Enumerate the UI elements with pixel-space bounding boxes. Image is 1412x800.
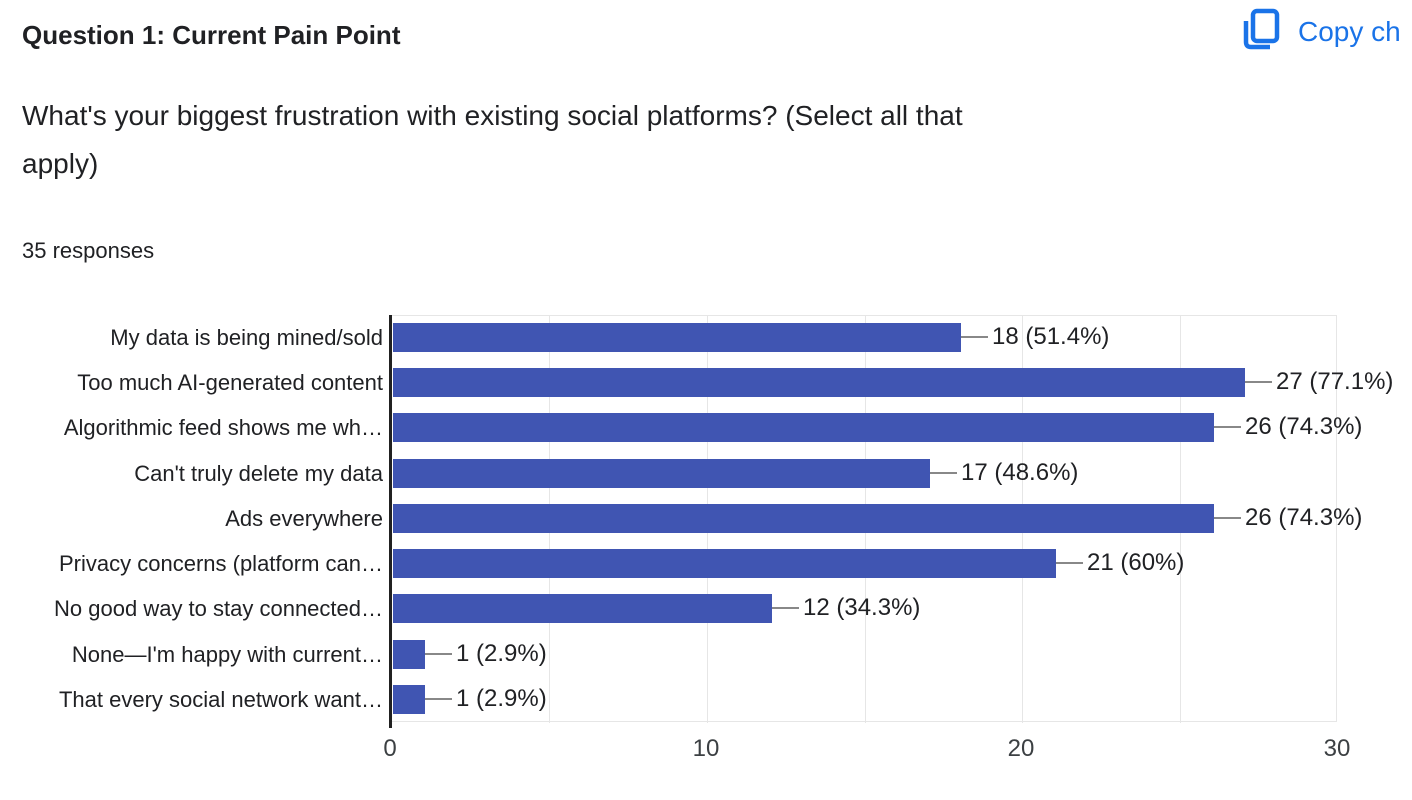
category-label: Can't truly delete my data — [134, 461, 383, 486]
copy-chart-button[interactable]: Copy ch — [1240, 8, 1401, 55]
value-label: 1 (2.9%) — [456, 685, 547, 712]
value-connector-line — [1245, 381, 1272, 383]
category-label: Ads everywhere — [225, 506, 383, 531]
value-connector-line — [425, 653, 452, 655]
bar — [393, 504, 1214, 533]
copy-chart-label: Copy ch — [1298, 15, 1401, 47]
bar — [393, 368, 1245, 397]
responses-count: 35 responses — [22, 238, 155, 263]
bar — [393, 685, 425, 714]
value-label: 18 (51.4%) — [992, 323, 1110, 350]
value-connector-line — [1214, 517, 1241, 519]
bar — [393, 459, 930, 488]
category-label: No good way to stay connected… — [54, 596, 383, 621]
bar — [393, 323, 961, 352]
value-connector-line — [772, 607, 799, 609]
bar — [393, 549, 1056, 578]
x-axis-tick-label: 30 — [1323, 735, 1351, 762]
value-label: 21 (60%) — [1087, 549, 1185, 576]
x-axis-tick-label: 20 — [1007, 735, 1035, 762]
responses-bar-chart: My data is being mined/sold 18 (51.4%) Too… — [0, 315, 1412, 785]
category-label: That every social network want… — [58, 687, 383, 712]
value-label: 26 (74.3%) — [1245, 504, 1363, 531]
value-connector-line — [930, 472, 957, 474]
x-axis-tick-label: 10 — [692, 735, 720, 762]
question-text: What's your biggest frustration with exi… — [22, 100, 963, 179]
value-connector-line — [961, 336, 988, 338]
value-connector-line — [1214, 426, 1241, 428]
category-label: None—I'm happy with current… — [71, 642, 383, 667]
value-label: 27 (77.1%) — [1276, 368, 1394, 395]
bar — [393, 640, 425, 669]
y-axis-line — [389, 315, 392, 728]
category-label: Privacy concerns (platform can… — [59, 551, 383, 576]
category-label: My data is being mined/sold — [110, 325, 383, 350]
bar — [393, 413, 1214, 442]
value-label: 1 (2.9%) — [456, 640, 547, 667]
bar — [393, 594, 772, 623]
value-label: 17 (48.6%) — [961, 459, 1079, 486]
value-connector-line — [1056, 562, 1083, 564]
category-label: Too much AI-generated content — [77, 370, 383, 395]
value-label: 12 (34.3%) — [803, 594, 921, 621]
category-label: Algorithmic feed shows me wh… — [63, 415, 383, 440]
x-axis-tick-label: 0 — [383, 735, 397, 762]
value-label: 26 (74.3%) — [1245, 413, 1363, 440]
page-title: Question 1: Current Pain Point — [22, 20, 401, 50]
copy-icon — [1240, 8, 1282, 55]
value-connector-line — [425, 698, 452, 700]
